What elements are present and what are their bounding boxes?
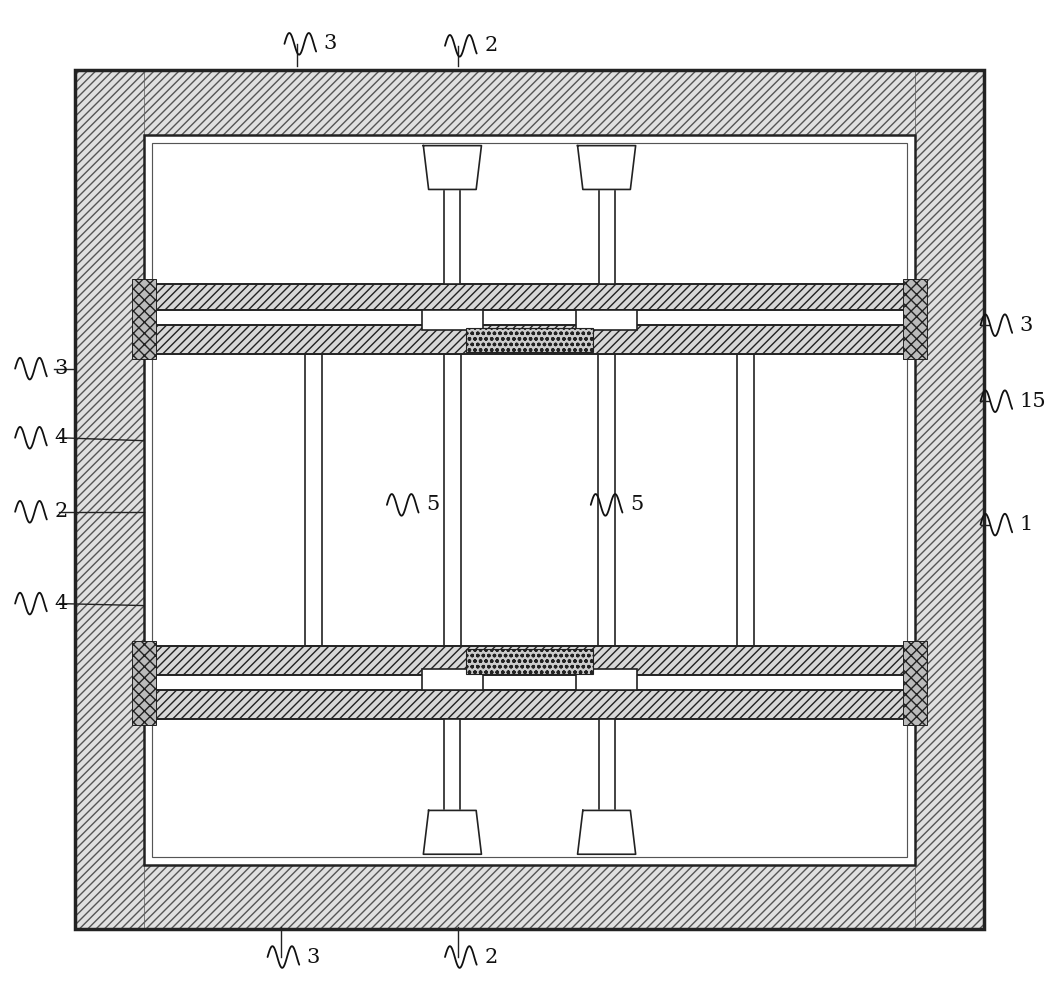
Bar <box>421 310 483 331</box>
Text: 5: 5 <box>630 495 643 515</box>
Polygon shape <box>424 146 482 189</box>
Bar <box>144 690 915 719</box>
Bar <box>737 353 754 646</box>
Bar <box>75 70 144 930</box>
Bar <box>445 146 461 284</box>
Polygon shape <box>577 811 635 854</box>
Bar <box>903 641 927 725</box>
Bar <box>75 70 984 930</box>
Bar <box>444 353 461 646</box>
Bar <box>598 719 614 854</box>
Text: 4: 4 <box>54 594 68 613</box>
Text: 1: 1 <box>1020 515 1033 535</box>
Text: 2: 2 <box>54 502 68 522</box>
Bar <box>132 279 156 359</box>
Bar <box>75 70 984 135</box>
Text: 5: 5 <box>426 495 439 515</box>
Text: 3: 3 <box>307 947 320 966</box>
Bar <box>445 719 461 854</box>
Polygon shape <box>577 146 635 189</box>
Text: 2: 2 <box>484 947 498 966</box>
Text: 3: 3 <box>54 359 68 378</box>
Bar <box>598 353 615 646</box>
Bar <box>144 284 915 310</box>
Text: 3: 3 <box>1020 316 1033 335</box>
Bar <box>75 865 984 930</box>
Bar <box>421 669 483 690</box>
Bar <box>144 325 915 353</box>
Text: 4: 4 <box>54 429 68 447</box>
Bar <box>144 646 915 675</box>
Text: 2: 2 <box>484 37 498 55</box>
Bar <box>576 669 638 690</box>
Bar <box>915 70 984 930</box>
Bar <box>305 353 322 646</box>
Bar <box>598 146 614 284</box>
Bar <box>576 310 638 331</box>
Bar <box>152 143 907 857</box>
Text: 15: 15 <box>1020 392 1046 411</box>
Polygon shape <box>424 811 482 854</box>
Bar <box>132 641 156 725</box>
Bar <box>466 328 593 352</box>
Text: 3: 3 <box>324 35 337 53</box>
Bar <box>903 279 927 359</box>
Bar <box>466 649 593 674</box>
Bar <box>144 135 915 865</box>
